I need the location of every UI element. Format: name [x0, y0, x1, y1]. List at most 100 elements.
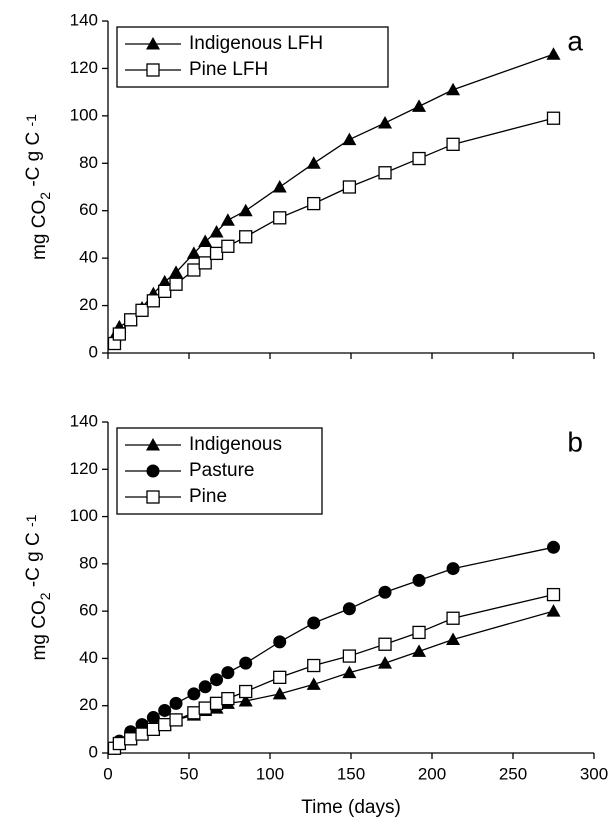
marker-square — [446, 137, 460, 151]
marker-square — [239, 230, 253, 244]
marker-square — [342, 649, 357, 663]
marker-square — [209, 696, 224, 710]
marker-square — [158, 717, 172, 732]
panel: 0 20 40 60 80 100 120 140 0 50 100 150 200 250 300 Time… — [23, 411, 608, 818]
marker-circle — [187, 687, 201, 701]
panel-letter: a — [567, 25, 583, 56]
marker-square — [112, 327, 126, 341]
marker-circle — [169, 696, 183, 710]
marker-triangle — [342, 132, 357, 146]
marker-circle — [146, 464, 160, 478]
marker-circle — [158, 703, 172, 717]
y-tick-label: 60 — [79, 601, 98, 620]
marker-square — [273, 670, 287, 684]
y-axis-label-part: mg CO — [29, 200, 50, 260]
y-axis-label-part: -C g C — [23, 127, 44, 192]
marker-triangle — [186, 246, 201, 259]
series-line — [114, 610, 554, 749]
marker-square — [146, 722, 161, 737]
y-tick-label: 140 — [70, 10, 98, 29]
y-tick-label: 40 — [79, 648, 98, 667]
marker-square — [187, 706, 201, 720]
marker-square — [124, 313, 138, 327]
y-tick-label: 20 — [79, 295, 98, 314]
y-tick-label: 140 — [70, 411, 98, 430]
x-tick-label: 200 — [418, 764, 446, 783]
y-tick-label: 80 — [79, 153, 98, 172]
marker-circle — [378, 585, 392, 599]
marker-circle — [446, 562, 460, 576]
marker-square — [446, 611, 460, 625]
legend-box — [116, 26, 389, 88]
marker-square — [146, 63, 160, 77]
marker-circle — [307, 616, 321, 630]
marker-triangle — [306, 677, 321, 690]
y-tick-label: 20 — [79, 695, 98, 714]
marker-circle — [412, 573, 426, 587]
marker-triangle — [412, 644, 427, 657]
panel: 0 20 40 60 80 100 120 140 mg CO2 -C g C -1 a Indig… — [23, 10, 595, 361]
y-tick-label: 80 — [79, 553, 98, 572]
marker-circle — [273, 635, 287, 649]
y-tick-label: 0 — [89, 342, 98, 361]
y-tick-label: 60 — [79, 200, 98, 219]
x-tick-label: 150 — [337, 764, 365, 783]
y-axis-label-part: -C g C — [23, 527, 44, 592]
x-tick-label: 50 — [180, 764, 199, 783]
marker-circle — [210, 673, 224, 687]
marker-square — [169, 713, 183, 727]
marker-triangle — [238, 203, 253, 217]
marker-triangle — [412, 99, 427, 112]
marker-triangle — [220, 213, 235, 226]
marker-circle — [146, 711, 160, 725]
x-tick-label: 0 — [103, 764, 112, 783]
y-tick-label: 120 — [70, 459, 98, 478]
marker-square — [546, 111, 561, 125]
series-line — [113, 53, 554, 337]
x-axis-label: Time (days) — [301, 797, 401, 818]
y-axis-label-part: -1 — [23, 514, 39, 527]
marker-triangle — [446, 632, 461, 646]
marker-triangle — [546, 604, 561, 617]
marker-square — [307, 658, 321, 673]
marker-triangle — [446, 82, 461, 96]
x-tick-label: 250 — [499, 764, 527, 783]
marker-triangle — [169, 265, 184, 278]
marker-square — [146, 490, 160, 504]
marker-triangle — [198, 234, 213, 248]
series-line — [113, 117, 554, 344]
y-axis-label-part: -1 — [23, 114, 39, 127]
panel-letter: b — [567, 426, 583, 457]
y-tick-label: 0 — [89, 742, 98, 761]
marker-square — [378, 637, 392, 651]
marker-square — [239, 684, 253, 699]
legend-label: Pasture — [189, 460, 254, 481]
marker-square — [221, 691, 235, 706]
marker-triangle — [146, 37, 160, 50]
marker-square — [146, 294, 161, 308]
marker-square — [378, 166, 392, 180]
marker-triangle — [306, 156, 321, 169]
legend-label: Pine LFH — [189, 59, 268, 80]
marker-square — [187, 263, 201, 277]
marker-triangle — [378, 115, 393, 129]
marker-circle — [547, 540, 560, 554]
marker-square — [158, 284, 172, 298]
y-axis-label-part: mg CO — [29, 600, 50, 660]
marker-circle — [221, 666, 235, 680]
marker-triangle — [238, 693, 253, 707]
marker-triangle — [209, 225, 224, 238]
marker-circle — [342, 602, 356, 616]
marker-square — [412, 151, 426, 166]
marker-triangle — [272, 180, 287, 193]
marker-square — [135, 727, 149, 741]
legend-label: Indigenous — [189, 434, 282, 455]
marker-square — [307, 196, 321, 211]
y-tick-label: 100 — [70, 506, 98, 525]
marker-square — [546, 587, 561, 602]
y-axis-label-part: 2 — [37, 592, 53, 600]
y-axis-label: mg CO2 -C g C -1 — [23, 114, 53, 260]
marker-triangle — [272, 686, 287, 700]
marker-triangle — [342, 665, 357, 679]
